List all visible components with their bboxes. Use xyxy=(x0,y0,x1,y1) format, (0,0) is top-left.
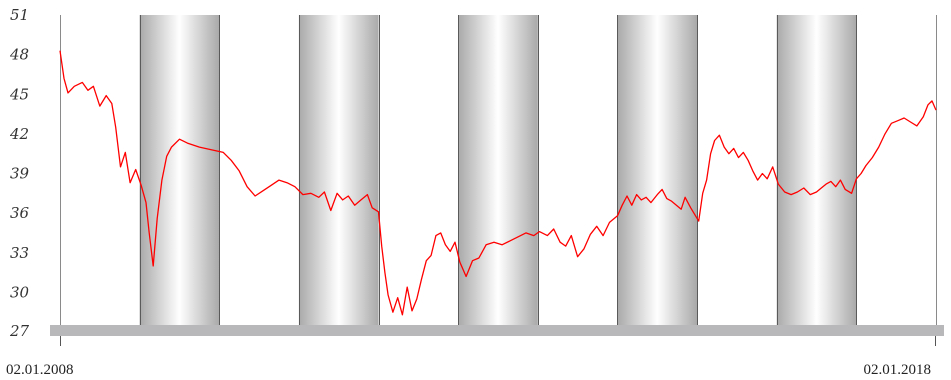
year-band xyxy=(617,15,698,325)
year-band xyxy=(298,15,379,325)
y-tick-label: 48 xyxy=(9,46,29,64)
series-line xyxy=(59,50,937,316)
x-axis-bar xyxy=(50,325,944,336)
x-tick-label-start: 02.01.2008 xyxy=(6,362,74,378)
year-gridlines xyxy=(60,15,937,325)
x-tick-label-end: 02.01.2018 xyxy=(864,362,932,378)
y-tick-label: 51 xyxy=(10,6,29,24)
year-bands xyxy=(139,15,857,325)
y-tick-label: 45 xyxy=(9,85,29,103)
y-tick-label: 42 xyxy=(9,125,29,143)
y-tick-label: 33 xyxy=(10,244,29,262)
year-band xyxy=(776,15,857,325)
year-band xyxy=(139,15,220,325)
y-axis-tick-labels: 27 30 33 36 39 42 45 48 51 xyxy=(9,6,30,340)
year-band xyxy=(458,15,538,325)
y-tick-label: 36 xyxy=(10,204,30,222)
y-tick-label: 39 xyxy=(10,165,30,183)
y-tick-label: 30 xyxy=(10,283,30,301)
y-tick-label: 27 xyxy=(9,322,30,340)
